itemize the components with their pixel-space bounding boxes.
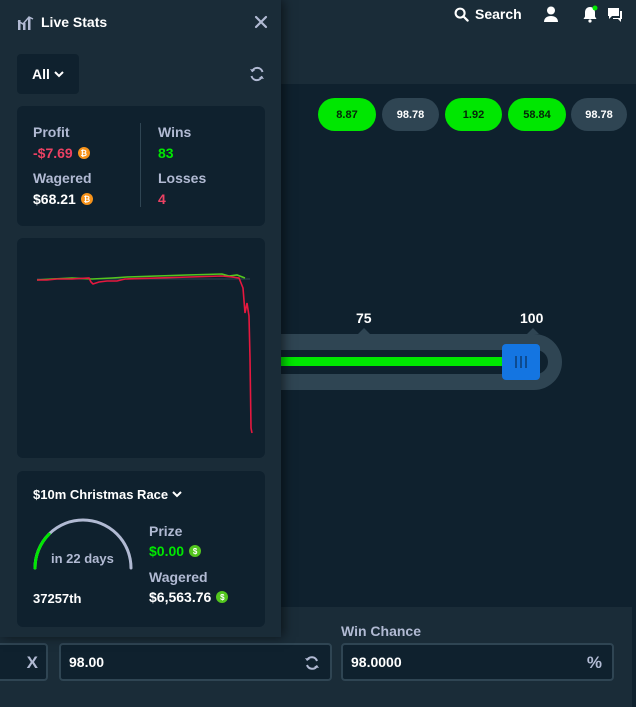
race-wagered-label: Wagered [149,569,208,585]
losses-value: 4 [158,191,166,207]
refresh-icon[interactable] [249,66,265,82]
wins-label: Wins [158,124,192,140]
wagered-value: $68.21 ₿ [33,191,93,207]
prize-label: Prize [149,523,183,539]
result-pill: 1.92 [445,98,502,131]
slider-fill-win [270,357,514,366]
race-card: $10m Christmas Race in 22 days 37257th P… [17,471,265,627]
multiplier-input[interactable]: X [0,643,48,681]
profit-chart-card [17,238,265,458]
search-button[interactable]: Search [454,5,522,23]
stats-filter-dropdown[interactable]: All [17,54,79,94]
race-rank: 37257th [33,591,82,606]
result-pill: 8.87 [318,98,376,131]
slider-tick-100: 100 [520,310,544,326]
race-time-left: in 22 days [51,551,114,566]
slider-tick-75: 75 [356,310,372,326]
roll-over-value: 98.00 [69,654,105,670]
live-stats-panel: Live Stats All Profit -$7.69 ₿ Wagered $… [0,0,281,637]
prize-value: $0.00 $ [149,543,202,559]
bitcoin-icon: ₿ [80,193,93,205]
slider-handle[interactable] [502,344,540,380]
search-label: Search [475,6,522,22]
win-chance-label: Win Chance [341,623,421,639]
bitcoin-icon: ₿ [77,147,90,159]
dollar-coin-icon: $ [189,545,202,557]
profit-chart [36,273,253,434]
close-icon[interactable] [254,15,268,29]
race-dropdown[interactable]: $10m Christmas Race [33,487,182,502]
chevron-down-icon [172,491,182,498]
slider-tick-notch [527,328,539,334]
wagered-label: Wagered [33,170,92,186]
stats-summary-card: Profit -$7.69 ₿ Wagered $68.21 ₿ Wins 83… [17,106,265,226]
result-pill: 98.78 [571,98,627,131]
chat-icon[interactable] [606,5,624,23]
wins-value: 83 [158,145,174,161]
stats-chart-icon [17,16,34,30]
search-icon [454,7,469,22]
dollar-coin-icon: $ [216,591,229,603]
chevron-down-icon [54,70,64,77]
race-title: $10m Christmas Race [33,487,169,502]
roll-over-input[interactable]: 98.00 [59,643,332,681]
panel-title: Live Stats [41,14,108,30]
result-pill: 58.84 [508,98,566,131]
result-pill: 98.78 [382,98,439,131]
filter-value: All [32,66,50,82]
win-chance-input[interactable]: 98.0000 % [341,643,614,681]
swap-icon[interactable] [304,655,320,671]
profit-line-negative [37,275,253,434]
percent-suffix: % [586,653,602,672]
win-chance-value: 98.0000 [351,654,402,670]
profit-line-positive [36,273,246,281]
user-icon[interactable] [542,5,560,23]
race-progress-gauge [33,518,133,570]
losses-label: Losses [158,170,207,186]
race-wagered-value: $6,563.76 $ [149,589,229,605]
slider-tick-notch [358,328,370,334]
notification-bell-icon[interactable] [581,5,599,23]
card-divider [140,123,141,207]
profit-value: -$7.69 ₿ [33,145,90,161]
profit-label: Profit [33,124,70,140]
multiplier-suffix: X [26,653,38,672]
